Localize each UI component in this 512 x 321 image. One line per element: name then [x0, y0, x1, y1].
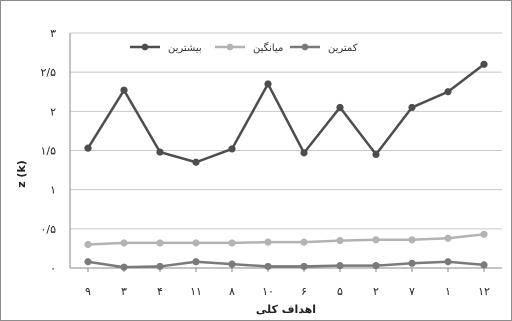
- data-point: [228, 145, 236, 153]
- data-point: [264, 80, 272, 88]
- data-point: [192, 258, 200, 266]
- y-tick-label: ۲: [50, 105, 56, 118]
- y-tick-label: ۱: [50, 184, 56, 197]
- data-point: [84, 240, 92, 249]
- legend-item: بیشترین: [130, 43, 202, 54]
- x-tick-label: ۵: [337, 285, 343, 298]
- series-line: [86, 63, 485, 164]
- y-axis-title: z (k): [15, 160, 28, 188]
- x-tick-label: ۲: [373, 285, 379, 298]
- x-tick-labels: ۹ ۳ ۴ ۱۱ ۸ ۱۰ ۶ ۵ ۲ ۷ ۱ ۱۲: [85, 268, 490, 298]
- data-point: [120, 86, 128, 94]
- y-tick-label: ۰: [50, 262, 56, 275]
- data-point: [336, 103, 344, 112]
- y-tick-label: ۱/۵: [40, 145, 56, 158]
- data-point: [372, 150, 380, 159]
- series-line: [87, 233, 485, 246]
- data-point: [408, 259, 416, 267]
- data-point: [192, 239, 200, 247]
- data-point: [228, 239, 236, 247]
- legend-marker: [226, 43, 234, 51]
- x-tick-label: ۶: [301, 285, 307, 298]
- data-point: [300, 262, 308, 271]
- legend-marker: [141, 43, 149, 51]
- data-point: [120, 239, 128, 247]
- data-point: [444, 234, 452, 242]
- data-point: [156, 239, 164, 247]
- data-point: [372, 236, 380, 244]
- x-tick-label: ۹: [85, 285, 91, 298]
- legend-marker: [301, 43, 309, 51]
- y-tick-label: ۰/۵: [40, 223, 56, 236]
- legend-label: بیشترین: [168, 43, 202, 54]
- data-point: [84, 144, 92, 152]
- series-group: [84, 60, 488, 166]
- data-point: [336, 236, 344, 245]
- x-tick-label: ۸: [229, 285, 235, 298]
- data-point: [408, 103, 416, 112]
- data-point: [264, 262, 272, 271]
- legend-item: کمترین: [290, 43, 358, 54]
- y-tick-labels: ۰ ۰/۵ ۱ ۱/۵ ۲ ۲/۵ ۳: [40, 27, 56, 275]
- x-tick-label: ۳: [121, 285, 127, 298]
- gridlines: [69, 32, 502, 269]
- legend-label: کمترین: [328, 43, 358, 54]
- data-point: [156, 148, 164, 156]
- series-group: [84, 258, 488, 271]
- legend-label: میانگین: [253, 42, 283, 54]
- x-tick-label: ۱۰: [262, 285, 274, 298]
- data-point: [336, 262, 344, 270]
- series-group: [84, 230, 488, 249]
- data-point: [264, 238, 272, 246]
- x-tick-label: ۱۱: [190, 285, 202, 298]
- data-point: [444, 88, 452, 96]
- series-line: [87, 260, 485, 269]
- data-point: [408, 236, 416, 244]
- data-point: [300, 149, 308, 157]
- y-tick-label: ۳: [50, 27, 56, 40]
- data-point: [228, 260, 236, 268]
- data-point: [84, 258, 92, 266]
- y-tick-label: ۲/۵: [40, 66, 56, 79]
- x-axis-title: اهداف کلی: [256, 303, 316, 316]
- data-point: [480, 230, 488, 238]
- x-tick-label: ۱: [445, 285, 451, 298]
- data-point: [300, 238, 308, 246]
- x-tick-label: ۱۲: [478, 285, 490, 298]
- data-point: [372, 262, 380, 270]
- data-point: [192, 158, 200, 166]
- data-point: [480, 261, 488, 269]
- data-point: [156, 262, 164, 271]
- data-point: [480, 60, 488, 68]
- legend: بیشترین میانگین کمترین: [130, 42, 358, 54]
- data-point: [120, 263, 128, 271]
- x-tick-label: ۴: [157, 285, 163, 298]
- series-lines: [84, 60, 488, 271]
- data-point: [444, 258, 452, 266]
- legend-item: میانگین: [215, 42, 283, 54]
- x-tick-label: ۷: [409, 285, 415, 298]
